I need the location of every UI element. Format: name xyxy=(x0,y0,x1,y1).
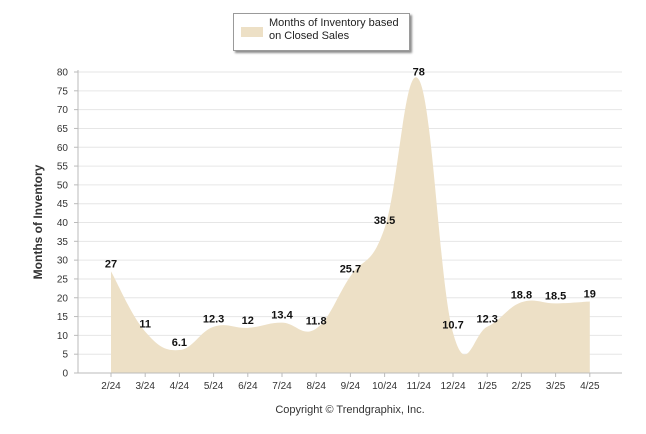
data-label: 27 xyxy=(105,258,117,270)
x-tick-label: 10/24 xyxy=(372,381,397,392)
x-tick-label: 3/25 xyxy=(546,381,566,392)
y-tick-label: 35 xyxy=(57,237,69,248)
x-tick-label: 4/25 xyxy=(580,381,600,392)
x-tick-label: 2/25 xyxy=(512,381,532,392)
x-tick-label: 6/24 xyxy=(238,381,258,392)
legend-label: Months of Inventory based on Closed Sale… xyxy=(269,17,399,42)
data-label: 25.7 xyxy=(340,263,361,275)
data-label: 12.3 xyxy=(203,314,224,326)
data-label: 18.5 xyxy=(545,290,566,302)
data-label: 12 xyxy=(242,315,254,327)
x-tick-label: 8/24 xyxy=(306,381,326,392)
legend: Months of Inventory based on Closed Sale… xyxy=(233,13,410,51)
x-tick-label: 5/24 xyxy=(204,381,224,392)
x-tick-label: 3/24 xyxy=(135,381,155,392)
y-tick-label: 65 xyxy=(57,124,69,135)
x-tick-label: 4/24 xyxy=(170,381,190,392)
y-tick-label: 30 xyxy=(57,256,69,267)
data-label: 19 xyxy=(584,289,596,301)
x-tick-label: 9/24 xyxy=(341,381,361,392)
y-tick-label: 10 xyxy=(57,331,69,342)
y-tick-label: 5 xyxy=(62,350,68,361)
y-tick-label: 40 xyxy=(57,218,69,229)
x-tick-label: 2/24 xyxy=(101,381,121,392)
x-tick-label: 7/24 xyxy=(272,381,292,392)
y-axis-title: Months of Inventory xyxy=(31,164,45,279)
x-tick-label: 11/24 xyxy=(407,381,432,392)
y-tick-label: 70 xyxy=(57,105,69,116)
data-label: 11 xyxy=(139,319,151,331)
data-labels: 27 11 6.1 12.3 12 13.4 11.8 25.7 38.5 78 10.7 12.3 1… xyxy=(105,67,596,350)
x-tick-label: 12/24 xyxy=(440,381,465,392)
y-tick-label: 75 xyxy=(57,86,69,97)
y-tick-label: 60 xyxy=(57,143,69,154)
y-tick-label: 0 xyxy=(62,369,68,380)
y-axis-ticks: 0 5 10 15 20 25 30 35 40 45 50 55 60 65 70 75 80 xyxy=(57,68,78,380)
inventory-area-series xyxy=(111,77,590,373)
data-label: 13.4 xyxy=(271,310,293,322)
y-tick-label: 80 xyxy=(57,68,69,79)
y-tick-label: 45 xyxy=(57,199,69,210)
data-label: 10.7 xyxy=(442,320,463,332)
x-tick-label: 1/25 xyxy=(477,381,497,392)
y-tick-label: 15 xyxy=(57,312,69,323)
copyright-text: Copyright © Trendgraphix, Inc. xyxy=(275,404,424,416)
data-label: 78 xyxy=(413,67,425,79)
data-label: 6.1 xyxy=(172,337,187,349)
data-label: 38.5 xyxy=(374,215,395,227)
y-tick-label: 55 xyxy=(57,162,69,173)
data-label: 18.8 xyxy=(511,289,532,301)
y-tick-label: 25 xyxy=(57,274,69,285)
legend-swatch xyxy=(241,27,263,37)
data-label: 11.8 xyxy=(306,316,327,328)
y-tick-label: 20 xyxy=(57,293,69,304)
data-label: 12.3 xyxy=(476,314,497,326)
x-axis-ticks: 2/24 3/24 4/24 5/24 6/24 7/24 8/24 9/24 10/24 11/… xyxy=(101,373,600,392)
y-tick-label: 50 xyxy=(57,180,69,191)
